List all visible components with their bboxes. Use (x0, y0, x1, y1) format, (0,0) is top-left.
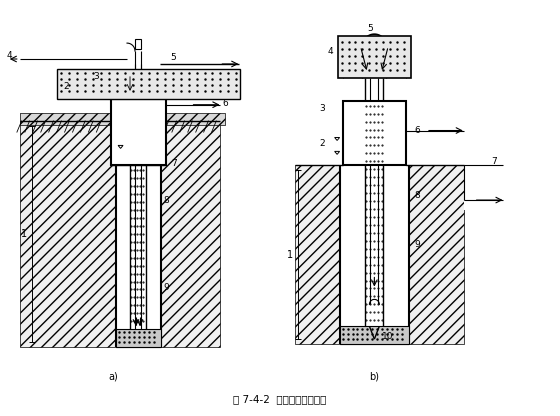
Text: 4: 4 (328, 47, 333, 56)
Text: 5: 5 (367, 24, 374, 33)
Bar (338, 36, 411, 78)
Bar (409, 165, 464, 344)
Bar (20, 121, 116, 347)
Text: 图 7-4-2  吸泥机清孔示意图: 图 7-4-2 吸泥机清孔示意图 (234, 394, 326, 404)
Bar (111, 99, 166, 165)
Text: 7: 7 (171, 159, 176, 168)
Text: 3: 3 (320, 104, 325, 113)
Bar (295, 165, 339, 344)
Text: 1: 1 (21, 229, 27, 239)
Bar (161, 121, 221, 347)
Text: 8: 8 (414, 191, 420, 200)
Text: a): a) (108, 372, 118, 382)
Text: 2: 2 (320, 139, 325, 148)
Text: 9: 9 (414, 240, 420, 249)
Text: 1: 1 (287, 250, 293, 260)
Text: 10: 10 (382, 332, 394, 341)
Text: 5: 5 (171, 52, 176, 62)
Bar (343, 101, 406, 165)
Bar (464, 175, 503, 210)
Text: 6: 6 (222, 99, 228, 108)
Bar (339, 326, 409, 344)
Text: 6: 6 (414, 126, 420, 135)
Bar (20, 113, 111, 124)
Text: 7: 7 (492, 157, 497, 166)
Text: b): b) (370, 372, 379, 382)
Bar (135, 39, 141, 49)
Bar (57, 69, 240, 99)
Bar (339, 165, 409, 344)
Text: 4: 4 (7, 50, 12, 59)
Text: 8: 8 (164, 196, 170, 205)
Text: 3: 3 (94, 72, 99, 82)
Text: 2: 2 (63, 82, 69, 92)
Bar (116, 165, 161, 347)
Bar (166, 113, 225, 124)
Bar (116, 329, 161, 347)
Text: 9: 9 (164, 283, 170, 292)
